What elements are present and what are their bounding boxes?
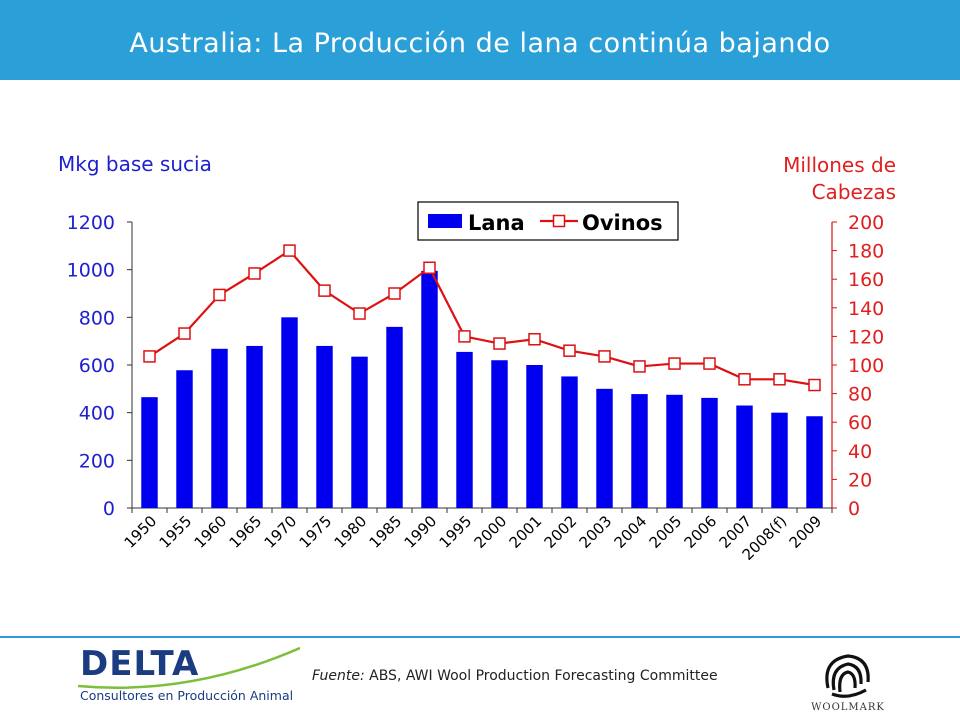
woolmark-icon [825, 654, 870, 698]
left-tick-label: 1200 [67, 212, 115, 234]
right-tick-label: 160 [848, 269, 884, 291]
right-tick-label: 20 [848, 469, 872, 491]
point-ovinos [353, 307, 366, 320]
point-ovinos [283, 244, 296, 257]
right-tick-label: 180 [848, 241, 884, 263]
right-tick-label: 200 [848, 212, 884, 234]
left-tick-label: 400 [79, 403, 115, 425]
legend-label-ovinos: Ovinos [582, 211, 663, 235]
point-ovinos [318, 284, 331, 297]
bar-lana [771, 412, 788, 508]
right-axis-title-line2: Cabezas [811, 180, 896, 204]
source-label: Fuente: [312, 668, 365, 684]
bar-lana [596, 388, 613, 508]
right-tick-label: 100 [848, 355, 884, 377]
woolmark-logo: WOOLMARK [808, 648, 884, 718]
point-ovinos [808, 378, 821, 392]
x-tick-label: 2006 [681, 512, 721, 552]
x-tick-label: 1980 [331, 512, 371, 552]
legend-swatch-lana [428, 214, 462, 228]
source-note: Fuente: ABS, AWI Wool Production Forecas… [312, 668, 718, 684]
x-tick-label: 1985 [366, 512, 406, 552]
bar-lana [211, 348, 228, 508]
left-tick-label: 800 [79, 307, 115, 329]
bar-lana [666, 394, 683, 508]
x-tick-label: 1965 [226, 512, 266, 552]
left-tick-label: 0 [103, 498, 115, 520]
point-ovinos [738, 373, 751, 386]
x-tick-label: 1950 [121, 512, 161, 552]
bar-lana [141, 397, 158, 508]
bar-lana [351, 356, 368, 508]
left-tick-label: 600 [79, 355, 115, 377]
delta-logo-swoosh-icon [77, 646, 300, 689]
bar-lana [421, 270, 438, 508]
wool-production-chart: 0 200 400 600 800 1000 1200 0 20 40 60 80 100 120 140 1… [67, 201, 884, 564]
x-tick-label: 1955 [156, 512, 196, 552]
point-ovinos [388, 287, 401, 300]
x-tick-label: 2005 [646, 512, 686, 552]
right-tick-label: 140 [848, 298, 884, 320]
legend-label-lana: Lana [468, 211, 525, 235]
point-ovinos [458, 330, 471, 343]
point-ovinos [563, 344, 576, 357]
point-ovinos [598, 350, 611, 363]
right-axis-title-line1: Millones de [783, 153, 896, 177]
x-tick-label: 2001 [506, 512, 546, 552]
left-tick-label: 1000 [67, 260, 115, 282]
x-tick-label: 1990 [401, 512, 441, 552]
footer-divider [0, 636, 960, 638]
right-tick-label: 120 [848, 326, 884, 348]
delta-logo: DELTA Consultores en Producción Animal [70, 640, 300, 715]
point-ovinos [668, 357, 681, 370]
point-ovinos [423, 261, 436, 275]
point-ovinos [633, 360, 646, 373]
x-tick-label: 2004 [611, 512, 651, 552]
bar-lana [561, 376, 578, 508]
right-tick-label: 40 [848, 441, 872, 463]
x-tick-label: 2003 [576, 512, 616, 552]
point-ovinos [528, 333, 541, 346]
delta-logo-subtitle: Consultores en Producción Animal [80, 688, 294, 703]
woolmark-text: WOOLMARK [811, 702, 885, 713]
point-ovinos [773, 373, 786, 386]
source-text: ABS, AWI Wool Production Forecasting Com… [369, 668, 718, 684]
left-axis-title: Mkg base sucia [58, 152, 212, 176]
x-tick-label: 2002 [541, 512, 581, 552]
bar-lana [806, 416, 823, 508]
right-tick-label: 0 [848, 498, 860, 520]
page-title: Australia: La Producción de lana continú… [129, 28, 831, 59]
point-ovinos [178, 327, 191, 340]
bar-lana [246, 345, 263, 508]
x-tick-label: 2009 [786, 512, 826, 552]
point-ovinos [213, 288, 226, 302]
right-tick-label: 80 [848, 384, 872, 406]
point-ovinos [493, 337, 506, 350]
x-tick-label: 2000 [471, 512, 511, 552]
bar-lana [281, 317, 298, 508]
right-tick-label: 60 [848, 412, 872, 434]
bar-lana [526, 365, 543, 508]
legend-marker-ovinos [552, 214, 566, 228]
bar-lana [701, 397, 718, 508]
bar-lana [316, 345, 333, 508]
bar-lana [491, 360, 508, 508]
x-tick-label: 1995 [436, 512, 476, 552]
bar-lana [736, 405, 753, 508]
header-bar: Australia: La Producción de lana continú… [0, 0, 960, 80]
point-ovinos [248, 267, 261, 280]
bar-lana [456, 351, 473, 508]
bar-lana [386, 326, 403, 508]
right-axis-title: Millones de Cabezas [783, 152, 896, 206]
point-ovinos [143, 350, 156, 363]
x-tick-label: 1960 [191, 512, 231, 552]
point-ovinos [703, 357, 716, 370]
bar-lana [631, 394, 648, 508]
x-tick-label: 1970 [261, 512, 301, 552]
left-tick-label: 200 [79, 450, 115, 472]
bar-lana [176, 370, 193, 508]
delta-logo-word: DELTA [80, 644, 200, 684]
x-tick-label: 1975 [296, 512, 336, 552]
